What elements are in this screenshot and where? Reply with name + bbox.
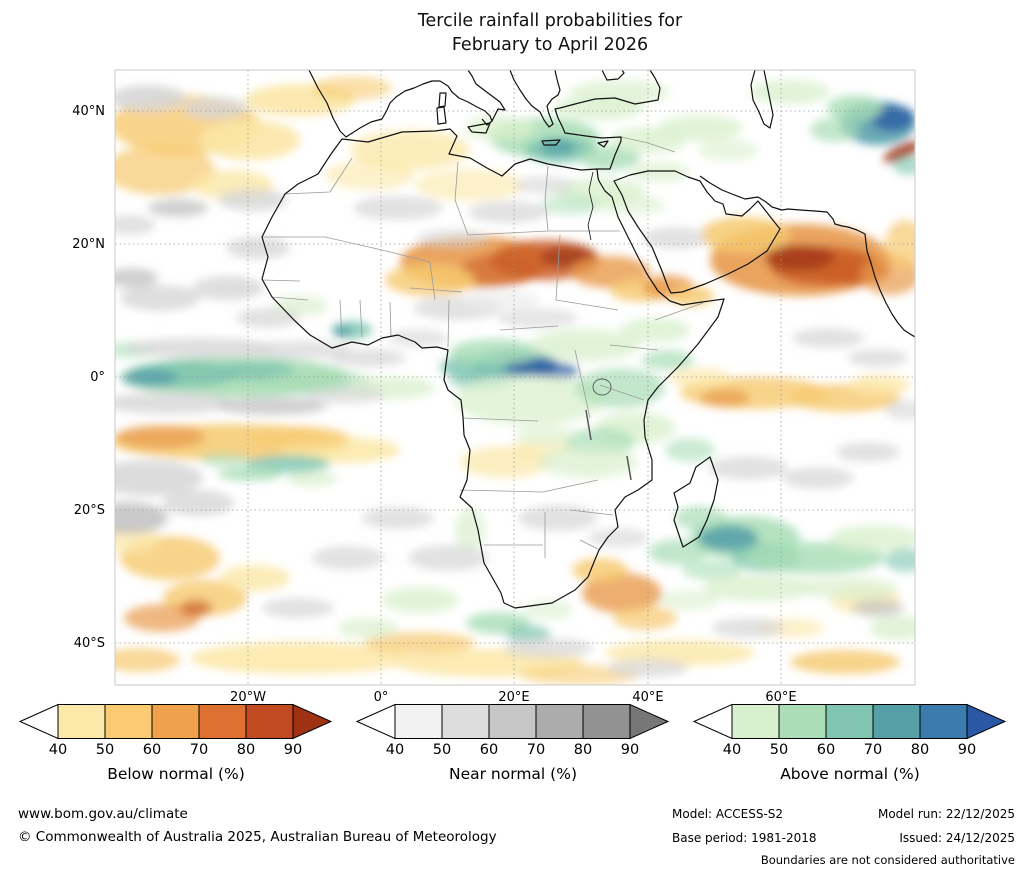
legend-tick: 50 [432,742,452,758]
near-normal-label: Near normal (%) [449,765,577,783]
italy-east-coastline [467,70,506,122]
latitude-labels: 40°N 20°N 0° 20°S 40°S [72,104,105,651]
crimea-coastline [601,70,625,81]
arabia-coastline [613,170,781,294]
lon-label-0: 0° [374,690,389,705]
legend-below-normal: 40 50 60 70 80 90 Below normal (%) [18,703,334,783]
footer-model: Model: ACCESS-S2 [672,807,784,821]
lat-label-40s: 40°S [74,636,105,651]
legend-tick: 50 [769,742,789,758]
legend-above-normal: 40 50 60 70 80 90 Above normal (%) [692,703,1008,783]
legend-tick: 60 [816,742,836,758]
iran-india-coastline [699,175,915,338]
legend-tick: 70 [189,742,209,758]
near-normal-colorbar [355,703,671,740]
nile-river [587,171,594,241]
page-title: Tercile rainfall probabilities for Febru… [65,10,1035,57]
legend-tick: 80 [573,742,593,758]
caspian-coastline [750,70,774,129]
corsica-coastline [438,92,447,108]
legend-tick: 40 [385,742,405,758]
legend-near-normal: 40 50 60 70 80 90 Near normal (%) [355,703,671,783]
lon-label-60e: 60°E [765,690,796,705]
probability-shading [115,76,915,685]
legend-tick: 70 [863,742,883,758]
legend-tick: 60 [479,742,499,758]
levant-turkey-coastline [554,70,661,170]
lake-tanganyika [585,409,592,441]
legend-tick: 40 [48,742,68,758]
sicily-coastline [467,122,491,134]
title-line2: February to April 2026 [451,34,649,55]
lake-victoria [592,378,612,396]
lat-label-0: 0° [90,370,105,385]
africa-rainfall-map: 40°N 20°N 0° 20°S 40°S 20°W 0° 20°E 40°E… [72,69,916,705]
greece-coastline [509,70,561,128]
footer-base-period: Base period: 1981-2018 [672,831,817,845]
lat-label-40n: 40°N [72,104,105,119]
legend-tick: 50 [95,742,115,758]
footer-disclaimer: Boundaries are not considered authoritat… [760,853,1015,867]
country-borders [261,136,704,558]
below-normal-ticks: 40 50 60 70 80 90 [18,742,334,761]
crete-coastline [541,139,561,146]
longitude-labels: 20°W 0° 20°E 40°E 60°E [230,690,797,705]
footer-website: www.bom.gov.au/climate [18,806,188,822]
above-normal-colorbar [692,703,1008,740]
lon-label-40e: 40°E [632,690,663,705]
legend-tick: 70 [526,742,546,758]
near-normal-ticks: 40 50 60 70 80 90 [355,742,671,761]
footer-issued: Issued: 24/12/2025 [899,831,1015,845]
graticule-gridlines [115,70,915,685]
legend-tick: 80 [910,742,930,758]
coastlines [261,70,915,609]
sardinia-coastline [436,106,447,125]
lat-label-20n: 20°N [72,237,105,252]
lake-malawi [626,455,632,481]
map-frame [114,69,916,686]
above-normal-ticks: 40 50 60 70 80 90 [692,742,1008,761]
legend-tick: 90 [620,742,640,758]
legend-tick: 60 [142,742,162,758]
above-normal-label: Above normal (%) [780,765,920,783]
below-normal-colorbar [18,703,334,740]
madagascar-coastline [673,456,719,548]
legend-tick: 40 [722,742,742,758]
legend-tick: 90 [957,742,977,758]
legend-tick: 80 [236,742,256,758]
footer-copyright: © Commonwealth of Australia 2025, Austra… [18,829,497,845]
lat-label-20s: 20°S [74,503,105,518]
lon-label-20e: 20°E [498,690,529,705]
footer-model-run: Model run: 22/12/2025 [877,807,1015,821]
iberia-italy-coastline [308,70,493,138]
lon-label-20w: 20°W [230,690,266,705]
legend-tick: 90 [283,742,303,758]
title-line1: Tercile rainfall probabilities for [417,11,683,31]
below-normal-label: Below normal (%) [107,765,245,783]
cyprus-coastline [597,140,609,148]
